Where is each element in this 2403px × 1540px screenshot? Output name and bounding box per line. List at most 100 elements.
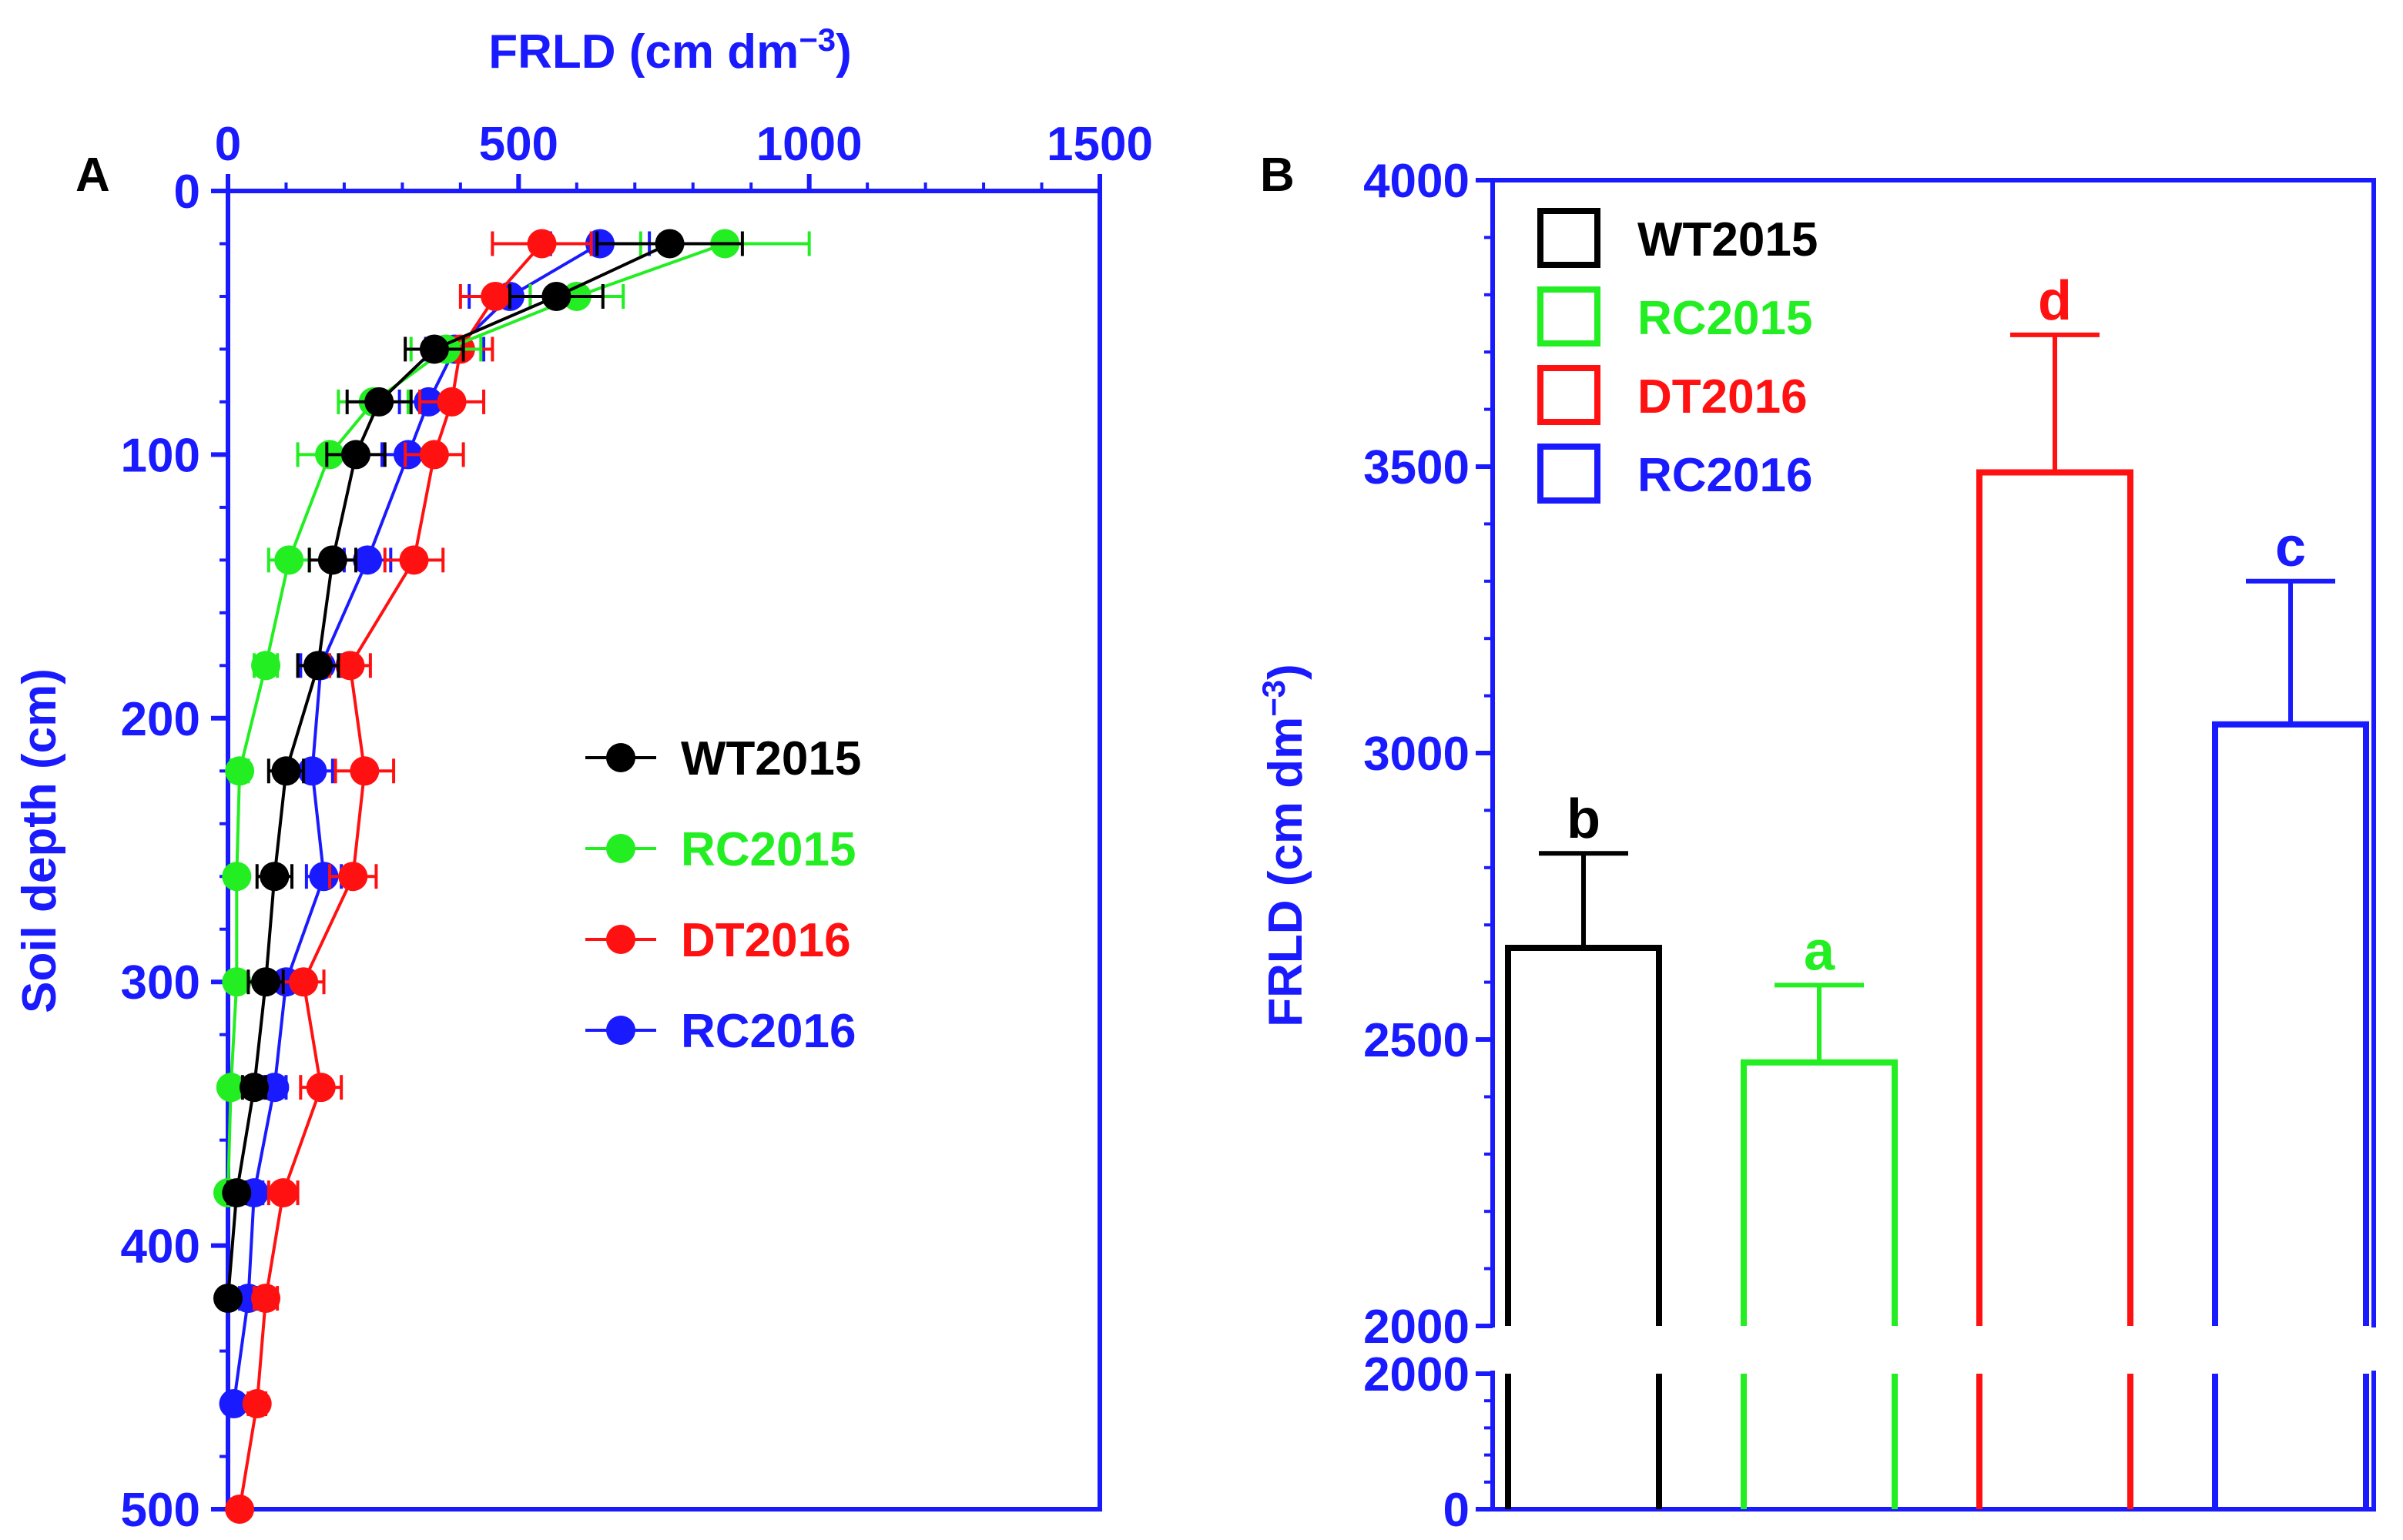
y-tick-label: 2500 <box>1363 1014 1470 1067</box>
bar-RC2015: a <box>1741 920 1898 1509</box>
legend-marker <box>606 743 635 772</box>
x-tick-label: 0 <box>215 118 241 171</box>
legend-label: DT2016 <box>681 914 851 967</box>
legend-swatch <box>1537 365 1600 425</box>
legend-marker <box>606 834 635 863</box>
data-point <box>251 1284 281 1314</box>
series-line <box>232 242 601 1404</box>
bar-body <box>1741 1059 1898 1326</box>
data-point <box>260 862 290 892</box>
x-tick-label: 1000 <box>756 118 863 171</box>
legend-label: RC2015 <box>681 823 856 876</box>
panel-a-y-axis-title: Soil depth (cm) <box>13 668 66 1013</box>
panel-a-label: A <box>75 149 110 202</box>
y-tick-label: 0 <box>174 166 200 219</box>
y-tick-label: 300 <box>121 956 200 1009</box>
data-point <box>541 281 571 311</box>
panel-b-bars: b a d c <box>1505 270 2369 1509</box>
series-line <box>226 242 726 1194</box>
data-point <box>222 862 252 892</box>
panel-b-y-axis-title: FRLD (cm dm−3) <box>1255 664 1312 1027</box>
panel-a-depth-profile: A FRLD (cm dm−3) Soil depth (cm) 0 500 100… <box>13 22 1153 1537</box>
legend-label: RC2015 <box>1637 292 1812 345</box>
panel-b-legend: WT2015 RC2015 DT2016 RC2016 <box>1537 208 1818 504</box>
legend-item-DT2016: DT2016 <box>1537 365 1808 425</box>
legend-swatch <box>1537 286 1600 346</box>
y-tick-label: 3000 <box>1363 728 1470 781</box>
legend-label: WT2015 <box>1637 213 1818 266</box>
legend-item-RC2016: RC2016 <box>585 1005 856 1058</box>
panel-a-plot-frame <box>226 189 1102 1512</box>
data-point <box>242 1389 272 1419</box>
bar-body <box>2212 721 2369 1326</box>
data-point <box>317 545 347 575</box>
data-point <box>481 281 511 311</box>
y-tick-label: 0 <box>1443 1484 1470 1537</box>
data-point <box>303 651 333 681</box>
y-tick-label: 3500 <box>1363 441 1470 494</box>
legend-item-WT2015: WT2015 <box>1537 208 1818 268</box>
data-point <box>655 229 685 259</box>
data-point <box>213 1284 243 1314</box>
data-point <box>364 387 394 417</box>
legend-marker <box>606 925 635 954</box>
x-tick-label: 500 <box>479 118 558 171</box>
data-point <box>274 545 304 575</box>
y-tick-label: 4000 <box>1363 155 1470 208</box>
data-point <box>222 967 252 997</box>
bar-WT2015: b <box>1505 788 1662 1509</box>
panel-a-x-axis-title: FRLD (cm dm−3) <box>488 22 852 79</box>
data-point <box>338 862 368 892</box>
data-point <box>335 651 365 681</box>
legend-label: RC2016 <box>1637 449 1812 502</box>
data-point <box>399 545 429 575</box>
data-point <box>437 387 467 417</box>
data-point <box>251 967 281 997</box>
data-point <box>268 1178 298 1208</box>
data-point <box>306 1073 336 1103</box>
data-point <box>216 1073 246 1103</box>
legend-marker <box>606 1016 635 1045</box>
bar-body <box>1976 469 2133 1326</box>
legend-label: DT2016 <box>1637 370 1808 424</box>
data-point <box>222 1178 252 1208</box>
legend-item-WT2015: WT2015 <box>585 732 861 785</box>
data-point <box>219 1389 249 1419</box>
series-RC2016 <box>219 229 652 1419</box>
significance-letter: b <box>1567 788 1600 850</box>
panel-a-legend: WT2015 RC2015 DT2016 RC2016 <box>585 732 861 1058</box>
significance-letter: a <box>1804 920 1835 982</box>
data-point <box>225 1495 255 1524</box>
series-WT2015 <box>213 229 744 1314</box>
legend-item-RC2015: RC2015 <box>1537 286 1812 346</box>
significance-letter: d <box>2038 270 2072 332</box>
x-tick-label: 1500 <box>1047 118 1153 171</box>
panel-b-plot-frame <box>1490 178 2376 1512</box>
y-tick-label: 2000 <box>1363 1301 1470 1354</box>
panel-a-series <box>213 229 811 1524</box>
significance-letter: c <box>2275 517 2306 578</box>
bar-RC2016: c <box>2212 517 2369 1509</box>
data-point <box>419 334 449 364</box>
y-tick-label: 2000 <box>1363 1348 1470 1401</box>
data-point <box>289 967 319 997</box>
data-point <box>251 651 281 681</box>
x-axis-title-superscript: −3 <box>799 22 836 58</box>
legend-item-RC2016: RC2016 <box>1537 444 1812 504</box>
legend-label: RC2016 <box>681 1005 856 1058</box>
bar-body <box>1505 944 1662 1326</box>
panel-b-label: B <box>1260 149 1295 202</box>
data-point <box>527 229 557 259</box>
data-point <box>239 1073 269 1103</box>
data-point <box>271 756 301 786</box>
legend-item-DT2016: DT2016 <box>585 914 851 967</box>
y-tick-label: 500 <box>121 1484 200 1537</box>
bar-DT2016: d <box>1976 270 2133 1509</box>
y-tick-label: 200 <box>121 693 200 746</box>
legend-swatch <box>1537 444 1600 504</box>
data-point <box>353 545 383 575</box>
panel-b-axis-break-gap <box>1463 1327 2380 1371</box>
